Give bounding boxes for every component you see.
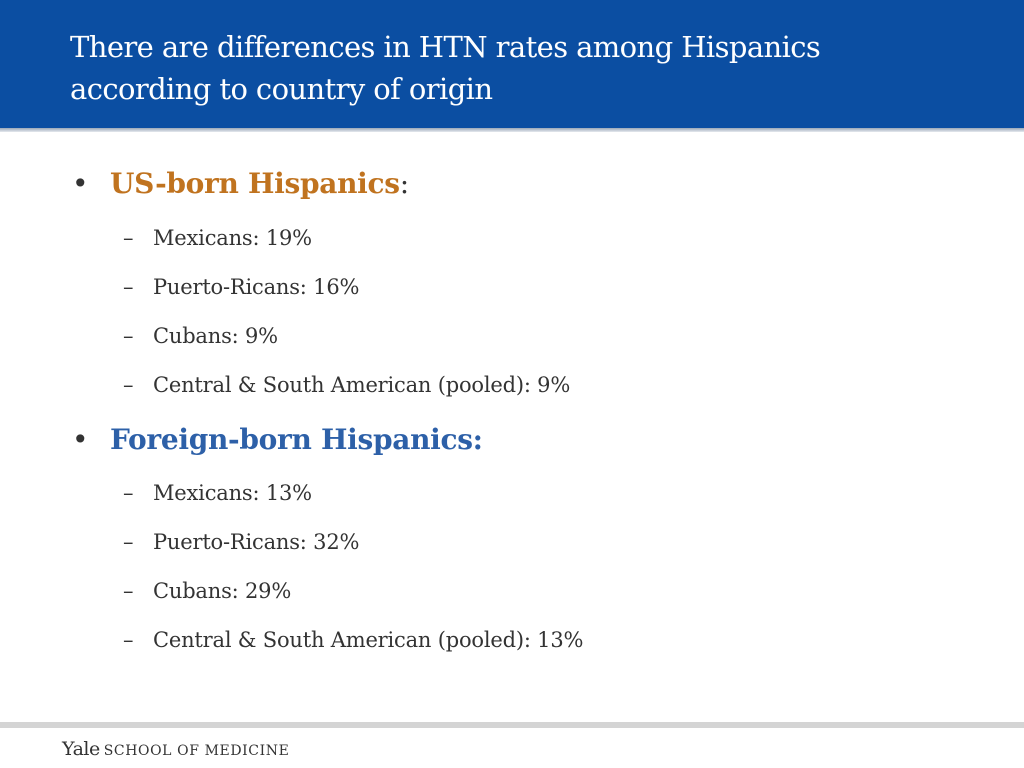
dash-marker: – <box>123 481 134 505</box>
title-bar-shadow <box>0 128 1024 132</box>
footer-logo: Yale SCHOOL OF MEDICINE <box>62 738 289 760</box>
list-item-text: Central & South American (pooled): 13% <box>153 628 584 652</box>
list-item-text: Central & South American (pooled): 9% <box>153 373 571 397</box>
slide-title: There are differences in HTN rates among… <box>70 26 970 110</box>
list-item: – Central & South American (pooled): 9% <box>123 370 570 400</box>
footer-logo-yale: Yale <box>62 738 100 760</box>
dash-marker: – <box>123 226 134 250</box>
title-bar: There are differences in HTN rates among… <box>0 0 1024 128</box>
bullet-marker: • <box>72 423 89 456</box>
list-item: – Mexicans: 13% <box>123 478 312 508</box>
slide-content: • US-born Hispanics: – Mexicans: 19% – Pue… <box>72 164 583 655</box>
slide-title-line-1: There are differences in HTN rates among… <box>70 30 821 64</box>
section-heading-foreign-born: Foreign-born Hispanics: <box>110 423 483 456</box>
dash-marker: – <box>123 628 134 652</box>
section-heading-us-born: US-born Hispanics: <box>110 164 409 204</box>
list-item-text: Puerto-Ricans: 32% <box>153 530 360 554</box>
list-item: – Central & South American (pooled): 13% <box>123 625 583 655</box>
section-heading-us-born-text: US-born Hispanics <box>110 167 400 200</box>
footer-logo-school: SCHOOL OF MEDICINE <box>103 743 290 759</box>
list-item-text: Mexicans: 19% <box>153 226 312 250</box>
dash-marker: – <box>123 579 134 603</box>
list-item-text: Cubans: 9% <box>153 324 278 348</box>
list-item: – Puerto-Ricans: 16% <box>123 272 359 302</box>
list-item-text: Mexicans: 13% <box>153 481 312 505</box>
dash-marker: – <box>123 275 134 299</box>
list-item-text: Puerto-Ricans: 16% <box>153 275 360 299</box>
footer-divider <box>0 722 1024 728</box>
dash-marker: – <box>123 373 134 397</box>
bullet-marker: • <box>72 167 89 200</box>
list-item: – Mexicans: 19% <box>123 223 312 253</box>
list-item: – Cubans: 9% <box>123 321 278 351</box>
section-heading-us-born-colon: : <box>399 167 409 200</box>
list-item: – Cubans: 29% <box>123 576 291 606</box>
slide-title-line-2: according to country of origin <box>70 72 493 106</box>
dash-marker: – <box>123 530 134 554</box>
dash-marker: – <box>123 324 134 348</box>
list-item: – Puerto-Ricans: 32% <box>123 527 359 557</box>
list-item-text: Cubans: 29% <box>153 579 292 603</box>
